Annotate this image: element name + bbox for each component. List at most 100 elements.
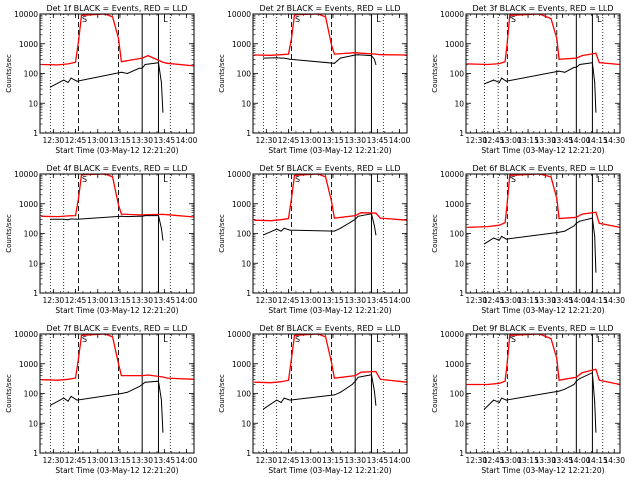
- x-tick-label: 13:45: [154, 136, 176, 145]
- x-tick-label: 12:30: [43, 136, 65, 145]
- marker-label-l: L: [597, 335, 602, 344]
- y-tick-label: 1: [33, 449, 38, 458]
- chart-panel-4: Det 4f BLACK = Events, RED = LLD 1 10 100 10…: [5, 164, 198, 315]
- y-tick-label: 100: [24, 390, 39, 399]
- lld-data-point: [147, 214, 149, 216]
- lld-data-point: [253, 54, 255, 56]
- y-tick-label: 1: [246, 289, 251, 298]
- x-tick-label: 12:45: [483, 136, 505, 145]
- events-data-point: [505, 238, 507, 240]
- y-axis-label: Counts/sec: [431, 214, 439, 253]
- events-data-point: [573, 384, 575, 386]
- plot-frame: [465, 173, 621, 294]
- events-data-point: [354, 218, 356, 220]
- events-data-point: [70, 395, 72, 397]
- events-data-point: [70, 77, 72, 79]
- marker-label-s: S: [295, 175, 300, 184]
- lld-data-point: [598, 62, 600, 64]
- lld-data-point: [330, 362, 332, 364]
- lld-data-point: [57, 216, 59, 218]
- events-data-point: [558, 390, 560, 392]
- y-tick-label: 10: [454, 259, 464, 268]
- plot-frame: [252, 13, 408, 134]
- y-tick-label: 100: [450, 230, 465, 239]
- lld-data-point: [506, 40, 508, 42]
- events-data-point: [276, 228, 278, 230]
- x-tick-label: 14:15: [586, 136, 608, 145]
- events-data-point: [70, 218, 72, 220]
- y-tick-label: 10000: [227, 330, 251, 339]
- events-data-point: [144, 64, 146, 66]
- marker-label-l: L: [597, 175, 602, 184]
- events-data-point: [120, 215, 122, 217]
- lld-data-point: [498, 63, 500, 65]
- events-data-point: [144, 381, 146, 383]
- events-data-point: [49, 86, 51, 88]
- lld-data-point: [333, 53, 335, 55]
- y-tick-label: 10000: [227, 170, 251, 179]
- events-data-point: [141, 67, 143, 69]
- events-data-point: [262, 57, 264, 59]
- x-tick-label: 12:45: [65, 136, 87, 145]
- events-data-point: [351, 220, 353, 222]
- y-tick-label: 10: [241, 259, 251, 268]
- events-data-point: [591, 372, 593, 374]
- y-tick-label: 100: [237, 230, 252, 239]
- x-tick-label: 13:15: [322, 456, 344, 465]
- events-data-point: [283, 227, 285, 229]
- events-data-point: [594, 81, 596, 83]
- y-tick-label: 10: [28, 99, 38, 108]
- marker-label-s: S: [295, 335, 300, 344]
- chart-title: Det 4f BLACK = Events, RED = LLD: [46, 164, 187, 173]
- events-data-point: [67, 81, 69, 83]
- lld-data-point: [504, 380, 506, 382]
- events-data-point: [280, 401, 282, 403]
- x-tick-label: 13:00: [500, 296, 522, 305]
- events-data-point: [579, 377, 581, 379]
- chart-panel-2: Det 2f BLACK = Events, RED = LLD 1 10 100 10…: [218, 4, 411, 155]
- y-tick-label: 10: [454, 419, 464, 428]
- lld-data-point: [330, 200, 332, 202]
- events-data-point: [280, 230, 282, 232]
- events-series-line: [484, 371, 597, 433]
- marker-label-s: S: [82, 175, 87, 184]
- lld-data-point: [288, 217, 290, 219]
- y-tick-label: 1000: [232, 360, 251, 369]
- events-data-point: [370, 374, 372, 376]
- events-data-point: [160, 227, 162, 229]
- x-tick-label: 14:00: [569, 136, 591, 145]
- events-data-point: [49, 404, 51, 406]
- events-data-point: [141, 215, 143, 217]
- x-tick-label: 13:45: [367, 296, 389, 305]
- x-tick-label: 13:00: [300, 136, 322, 145]
- x-tick-label: 13:30: [131, 296, 153, 305]
- x-tick-label: 13:00: [300, 456, 322, 465]
- x-tick-label: 12:45: [65, 296, 87, 305]
- events-data-point: [493, 79, 495, 81]
- lld-data-point: [280, 54, 282, 56]
- lld-series-line: [41, 333, 195, 381]
- events-data-point: [276, 399, 278, 401]
- y-tick-label: 1: [33, 289, 38, 298]
- events-data-point: [483, 83, 485, 85]
- lld-data-point: [57, 379, 59, 381]
- events-data-point: [339, 227, 341, 229]
- x-tick-label: 13:30: [534, 296, 556, 305]
- events-data-point: [76, 80, 78, 82]
- lld-data-point: [40, 215, 42, 217]
- lld-data-point: [75, 61, 77, 63]
- lld-data-point: [360, 371, 362, 373]
- events-data-point: [483, 408, 485, 410]
- events-data-point: [370, 55, 372, 57]
- events-data-point: [289, 229, 291, 231]
- events-data-point: [579, 64, 581, 66]
- events-data-point: [339, 57, 341, 59]
- lld-data-point: [575, 376, 577, 378]
- events-data-point: [498, 239, 500, 241]
- x-tick-label: 13:00: [87, 296, 109, 305]
- lld-data-point: [575, 216, 577, 218]
- events-data-point: [157, 380, 159, 382]
- events-data-point: [591, 62, 593, 64]
- x-tick-label: 14:00: [389, 136, 411, 145]
- lld-data-point: [141, 214, 143, 216]
